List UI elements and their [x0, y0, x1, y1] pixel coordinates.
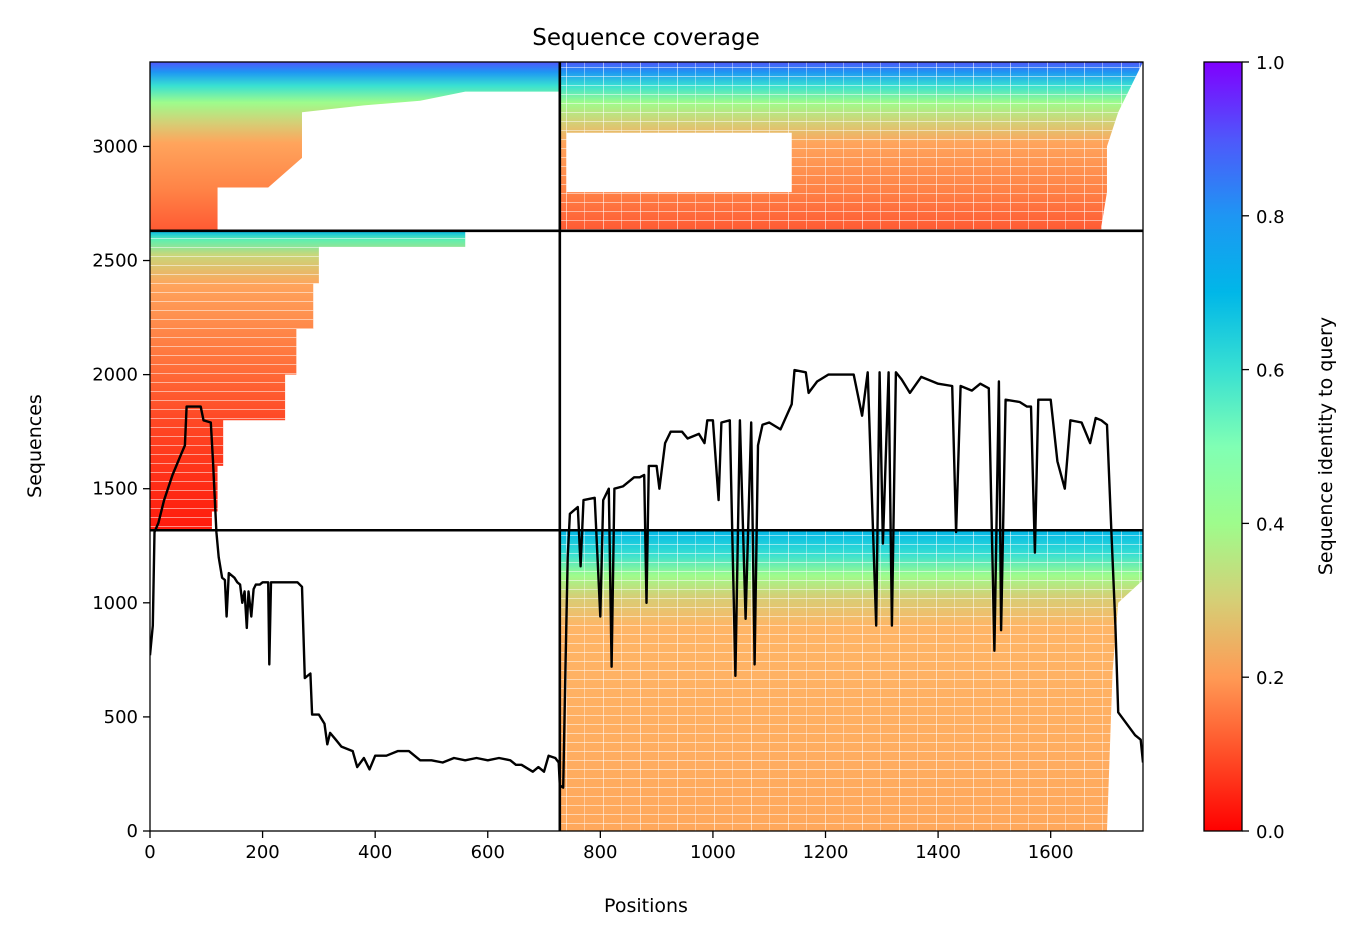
colorbar-label: Sequence identity to query: [1315, 317, 1337, 575]
y-tick-label: 1500: [92, 479, 138, 500]
msa-row-gaps: [559, 530, 1143, 831]
msa-row-gaps: [559, 62, 1143, 231]
colorbar-tick-label: 0.8: [1256, 207, 1285, 228]
colorbar-scale: [1203, 61, 1243, 832]
colorbar-tick-label: 1.0: [1256, 53, 1285, 74]
x-axis-label: Positions: [604, 895, 688, 917]
x-tick-label: 0: [144, 842, 155, 863]
colorbar-tick-label: 0.6: [1256, 361, 1285, 382]
colorbar-ticks: 0.0 0.2 0.4 0.6 0.8 1.0: [1242, 53, 1285, 843]
y-tick-label: 0: [127, 821, 138, 842]
msa-block-both-chains-left: [150, 62, 560, 231]
x-tick-label: 600: [471, 842, 505, 863]
plot-area: [150, 62, 1143, 831]
coverage-line: [150, 368, 1143, 789]
x-tick-label: 1000: [690, 842, 736, 863]
chart-title: Sequence coverage: [532, 25, 760, 51]
y-tick-label: 2000: [92, 365, 138, 386]
colorbar: 0.0 0.2 0.4 0.6 0.8 1.0 Sequence identity to …: [1203, 53, 1337, 843]
colorbar-tick-label: 0.2: [1256, 668, 1285, 689]
x-tick-label: 1200: [803, 842, 849, 863]
colorbar-tick-label: 0.4: [1256, 514, 1285, 535]
y-axis-ticks: 0 500 1000 1500 2000 2500 3000: [92, 136, 150, 842]
x-axis-ticks: 0 200 400 600 800 1000 1200 1400 1600: [144, 831, 1074, 863]
msa-heatmap: [150, 62, 1143, 831]
plot-frame: [149, 61, 1144, 832]
colorbar-tick-label: 0.0: [1256, 822, 1285, 843]
x-tick-label: 200: [245, 842, 279, 863]
y-tick-label: 3000: [92, 136, 138, 157]
msa-row-gaps: [150, 230, 466, 531]
y-tick-label: 500: [104, 707, 138, 728]
x-tick-label: 400: [358, 842, 392, 863]
y-tick-label: 2500: [92, 251, 138, 272]
y-axis-label: Sequences: [24, 394, 46, 498]
y-tick-label: 1000: [92, 593, 138, 614]
x-tick-label: 1600: [1028, 842, 1074, 863]
x-tick-label: 800: [583, 842, 617, 863]
x-tick-label: 1400: [915, 842, 961, 863]
